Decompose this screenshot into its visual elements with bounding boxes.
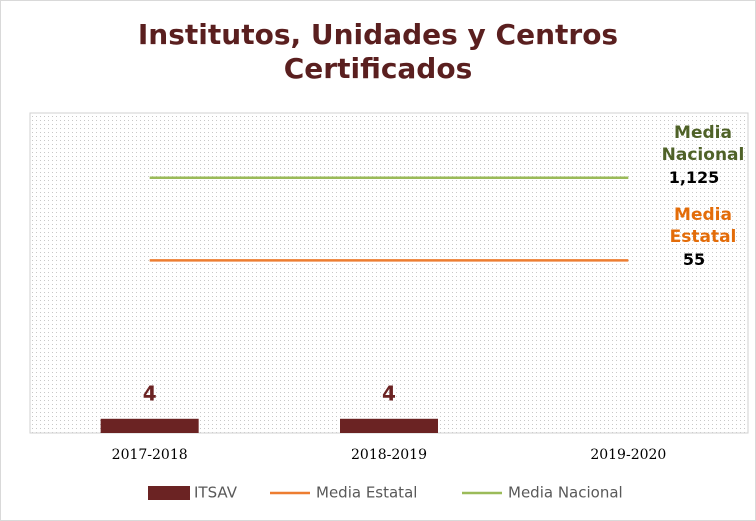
line-name-label: Media Estatal <box>669 205 737 248</box>
legend-label: ITSAV <box>194 484 238 502</box>
legend-swatch <box>148 486 190 500</box>
chart-title: Institutos, Unidades y Centros Certifica… <box>137 18 619 85</box>
x-tick-label: 2019-2020 <box>590 447 666 463</box>
line-value-label: 55 <box>682 250 706 270</box>
legend-label: Media Nacional <box>508 484 623 502</box>
x-tick-label: 2018-2019 <box>351 447 427 463</box>
bar <box>340 418 438 433</box>
bar-value-label: 4 <box>143 381 157 405</box>
bar <box>100 418 199 433</box>
bar-value-label: 4 <box>382 381 396 405</box>
title-box: Institutos, Unidades y Centros Certifica… <box>137 18 619 85</box>
plot-area <box>29 112 749 434</box>
x-tick-label: 2017-2018 <box>112 447 188 463</box>
line-name-label: Media Nacional <box>661 122 745 165</box>
line-value-label: 1,125 <box>668 167 720 187</box>
legend-label: Media Estatal <box>316 484 417 502</box>
